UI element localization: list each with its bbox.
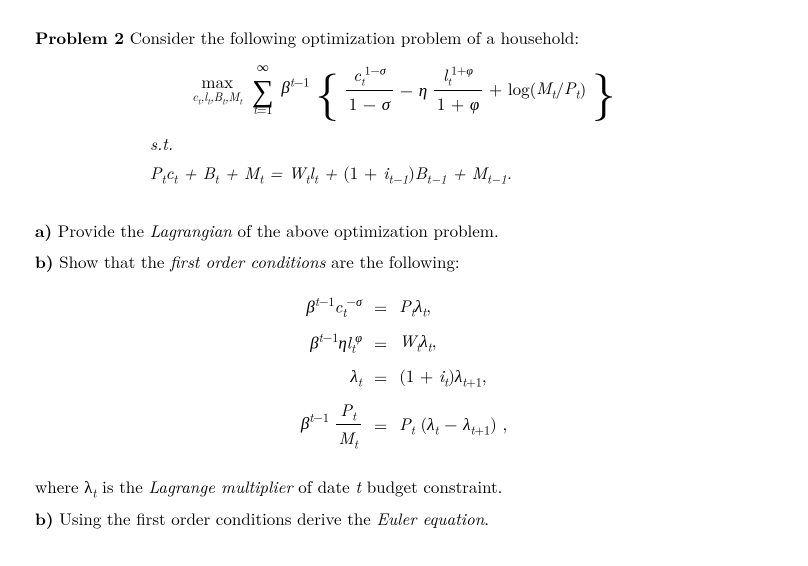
foc3-rhs: (1 + it)λt+1, xyxy=(393,360,513,394)
foc2-lhs: βt−1ηltφ xyxy=(295,325,368,360)
part-a-em: Lagrangian xyxy=(150,218,232,242)
lagrange-post: of date t budget constraint. xyxy=(293,474,503,498)
part-a-text2: of the above optimization problem. xyxy=(232,218,499,242)
objective-function: max ct,lt,Bt,Mt ∞ ∑ t=1 βt−1 { ct1−σ 1 −… xyxy=(35,62,773,117)
foc4-eq: = xyxy=(368,394,393,456)
part-c-label: b) xyxy=(35,507,53,531)
c-fraction: ct1−σ 1 − σ xyxy=(346,62,393,117)
lagrange-pre: where λ xyxy=(35,474,92,498)
subject-to: s.t. xyxy=(150,131,773,157)
part-a-text1: Provide the xyxy=(58,218,150,242)
foc3-eq: = xyxy=(368,360,393,394)
first-order-conditions: βt−1ct−σ = Ptλt, βt−1ηltφ = Wtλt, λt = (… xyxy=(35,289,773,456)
lagrange-mid: is the xyxy=(96,474,148,498)
sum-operator: ∞ ∑ t=1 xyxy=(252,62,274,116)
part-c-em: Euler equation xyxy=(376,506,484,530)
foc-row-2: βt−1ηltφ = Wtλt, xyxy=(295,325,513,360)
foc-row-1: βt−1ct−σ = Ptλt, xyxy=(295,289,513,324)
foc4-rhs: Pt (λt − λt+1) , xyxy=(393,394,513,456)
lagrange-em: Lagrange multiplier xyxy=(148,474,292,498)
log-term: + log(Mt/Pt) xyxy=(489,75,586,99)
max-operator: max ct,lt,Bt,Mt xyxy=(192,72,242,106)
part-b-text2: are the following: xyxy=(325,249,459,273)
foc1-eq: = xyxy=(368,289,393,324)
part-b-text1: Show that the xyxy=(59,249,170,273)
foc-row-3: λt = (1 + it)λt+1, xyxy=(295,360,513,394)
lagrange-multiplier-note: where λt is the Lagrange multiplier of d… xyxy=(35,474,773,502)
max-label: max xyxy=(192,72,242,91)
foc-table: βt−1ct−σ = Ptλt, βt−1ηltφ = Wtλt, λt = (… xyxy=(295,289,513,456)
foc1-rhs: Ptλt, xyxy=(393,289,513,324)
problem-label: Problem 2 xyxy=(35,26,124,50)
l-fraction: lt1+φ 1 + φ xyxy=(434,62,482,117)
part-c-text1: Using the first order conditions derive … xyxy=(59,506,376,530)
foc-row-4: βt−1 Pt Mt = Pt (λt − λt+1) , xyxy=(295,394,513,456)
part-c-text2: . xyxy=(484,506,489,530)
part-b: b) Show that the first order conditions … xyxy=(35,249,773,276)
foc3-lhs: λt xyxy=(295,360,368,394)
part-b-label: b) xyxy=(35,250,53,274)
beta-term: βt−1 xyxy=(281,74,309,98)
foc2-eq: = xyxy=(368,325,393,360)
minus-eta: − η xyxy=(400,76,427,100)
part-c: b) Using the first order conditions deri… xyxy=(35,506,773,533)
part-a: a) Provide the Lagrangian of the above o… xyxy=(35,218,773,245)
problem-title: Problem 2 Consider the following optimiz… xyxy=(35,25,773,52)
problem-text: Consider the following optimization prob… xyxy=(130,25,579,49)
foc1-lhs: βt−1ct−σ xyxy=(295,289,368,324)
foc2-rhs: Wtλt, xyxy=(393,325,513,360)
part-a-label: a) xyxy=(35,219,52,243)
foc4-lhs: βt−1 Pt Mt xyxy=(295,394,368,456)
part-b-em: first order conditions xyxy=(170,249,325,273)
budget-constraint: Ptct + Bt + Mt = Wtlt + (1 + it−1)Bt−1 +… xyxy=(150,160,773,188)
